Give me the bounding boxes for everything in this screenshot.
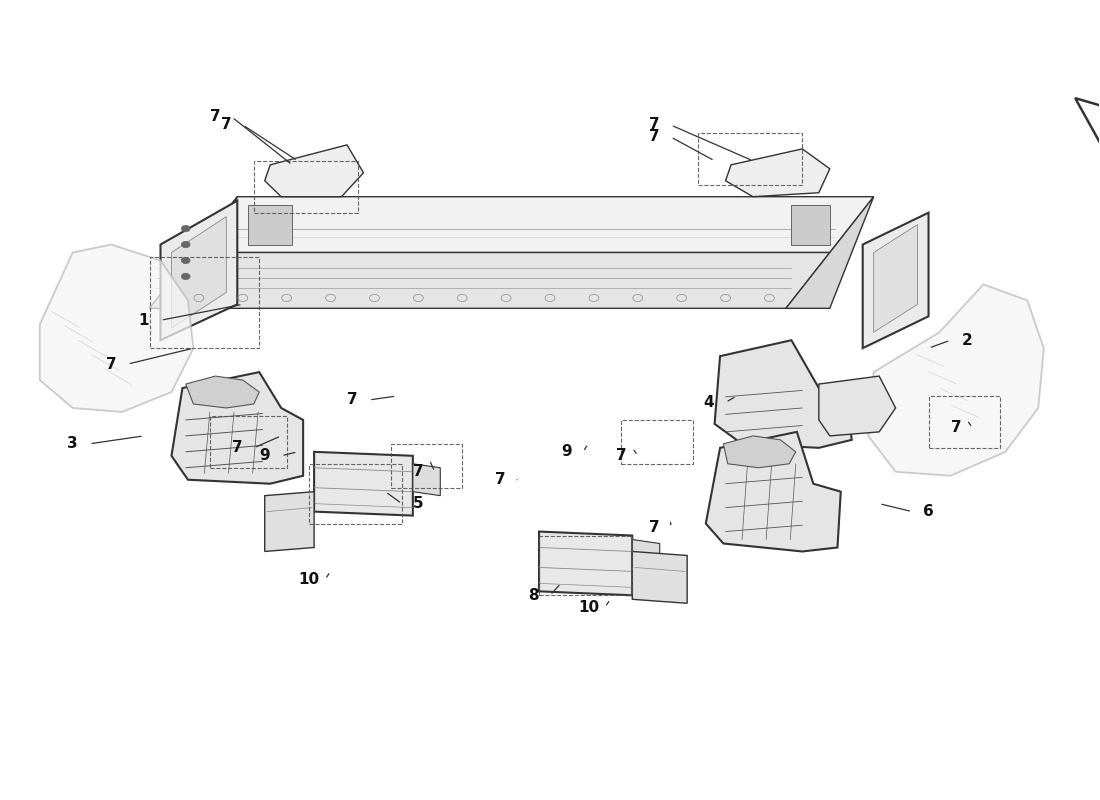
Polygon shape bbox=[868, 285, 1044, 476]
Text: 7: 7 bbox=[616, 448, 627, 463]
Text: 5: 5 bbox=[412, 496, 424, 511]
Polygon shape bbox=[818, 376, 895, 436]
Text: 1: 1 bbox=[139, 313, 150, 328]
Polygon shape bbox=[150, 197, 238, 308]
Polygon shape bbox=[632, 539, 660, 571]
Text: 7: 7 bbox=[221, 118, 232, 133]
Polygon shape bbox=[412, 464, 440, 496]
Polygon shape bbox=[862, 213, 928, 348]
Text: 3: 3 bbox=[67, 436, 78, 451]
Polygon shape bbox=[791, 205, 829, 245]
Text: 7: 7 bbox=[106, 357, 117, 372]
Polygon shape bbox=[726, 149, 829, 197]
Polygon shape bbox=[1075, 98, 1100, 224]
Text: 2: 2 bbox=[961, 333, 972, 348]
Circle shape bbox=[182, 226, 190, 232]
Text: 10: 10 bbox=[298, 572, 319, 587]
Text: 6: 6 bbox=[923, 504, 934, 519]
Polygon shape bbox=[632, 551, 688, 603]
Polygon shape bbox=[249, 205, 293, 245]
Text: 7: 7 bbox=[348, 393, 358, 407]
Polygon shape bbox=[265, 492, 315, 551]
Text: 7: 7 bbox=[495, 472, 506, 487]
Text: 7: 7 bbox=[649, 520, 660, 535]
Text: 9: 9 bbox=[561, 444, 572, 459]
Text: 10: 10 bbox=[578, 600, 600, 614]
Polygon shape bbox=[186, 376, 260, 408]
Polygon shape bbox=[150, 253, 829, 308]
Polygon shape bbox=[873, 225, 917, 332]
Text: 7: 7 bbox=[649, 130, 660, 145]
Polygon shape bbox=[539, 531, 632, 595]
Polygon shape bbox=[785, 197, 873, 308]
Text: 7: 7 bbox=[412, 464, 424, 479]
Polygon shape bbox=[40, 245, 194, 412]
Polygon shape bbox=[315, 452, 412, 515]
Polygon shape bbox=[172, 372, 304, 484]
Circle shape bbox=[182, 258, 190, 264]
Circle shape bbox=[182, 274, 190, 280]
Text: 7: 7 bbox=[950, 421, 961, 435]
Text: 7: 7 bbox=[210, 110, 221, 125]
Polygon shape bbox=[724, 436, 795, 468]
Polygon shape bbox=[172, 217, 227, 328]
Text: 4: 4 bbox=[704, 395, 714, 410]
Circle shape bbox=[182, 242, 190, 248]
Polygon shape bbox=[161, 201, 238, 340]
Polygon shape bbox=[194, 197, 873, 253]
Polygon shape bbox=[706, 432, 840, 551]
Text: 7: 7 bbox=[232, 440, 243, 455]
Polygon shape bbox=[265, 145, 363, 197]
Text: 9: 9 bbox=[260, 448, 270, 463]
Polygon shape bbox=[715, 340, 851, 448]
Text: 7: 7 bbox=[649, 118, 660, 133]
Text: 8: 8 bbox=[528, 588, 539, 603]
